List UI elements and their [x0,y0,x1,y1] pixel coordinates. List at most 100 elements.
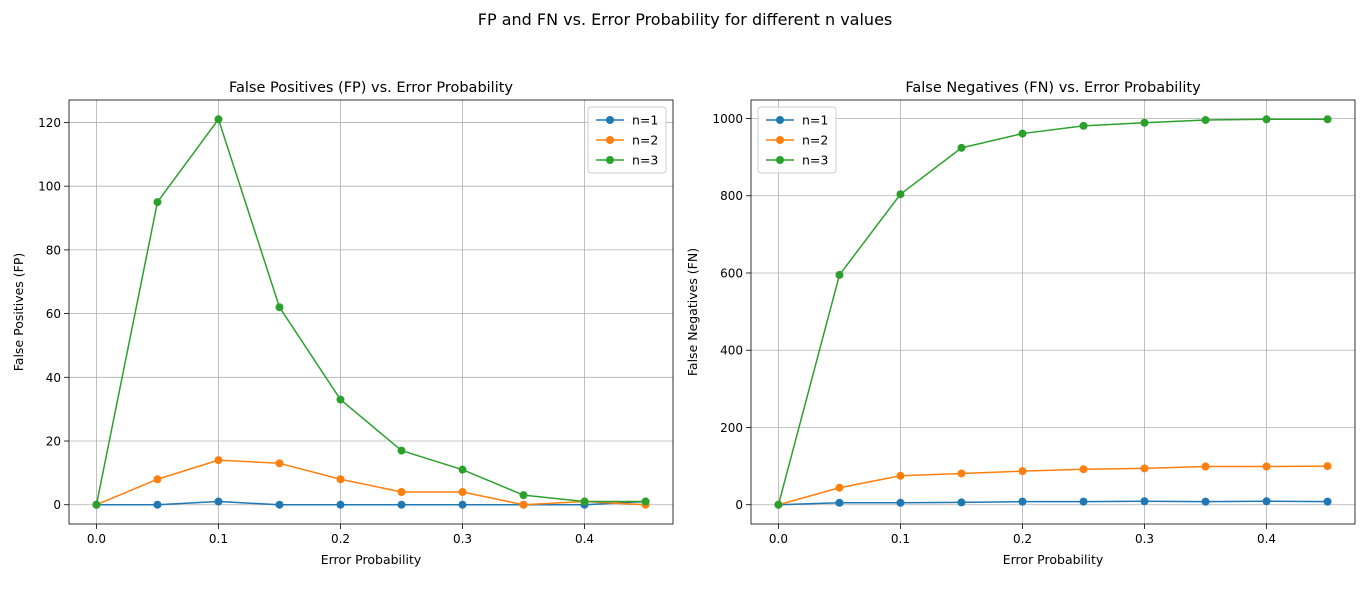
data-point [458,465,467,474]
series-n=3 [774,115,1332,509]
legend-label: n=3 [802,153,828,168]
data-point [519,500,528,509]
y-tick-label: 0 [53,498,61,512]
data-point [1323,497,1332,506]
y-tick-label: 120 [38,116,61,130]
series-line [778,500,1328,506]
series-n=3 [92,115,650,509]
data-point [1201,497,1210,506]
legend-marker [776,116,784,124]
series-line [96,459,646,506]
data-point [458,500,467,509]
data-point [214,497,223,506]
fn-chart-panel: 0.0 0.1 0.2 0.3 0.4 0 200 400 600 800 1000 False Ne… [685,80,1356,567]
x-tick-label: 0.1 [209,532,228,546]
data-point [519,491,528,500]
legend-label: n=2 [632,133,658,148]
legend-item: n=2 [596,133,658,148]
legend-label: n=1 [802,113,828,128]
legend: n=1 n=2 n=3 [757,106,837,174]
legend-marker [776,156,784,164]
data-point [397,446,406,455]
data-point [397,500,406,509]
series-n=1 [774,497,1332,509]
legend-marker [776,136,784,144]
y-axis-label: False Negatives (FN) [685,248,700,376]
legend-item: n=3 [596,153,658,168]
grid-lines [751,100,1355,524]
y-tick-label: 20 [46,435,61,449]
legend: n=1 n=2 n=3 [587,106,667,174]
figure-suptitle: FP and FN vs. Error Probability for diff… [477,10,893,29]
y-tick-label: 800 [720,189,743,203]
data-point [957,498,966,507]
legend-marker [606,136,614,144]
grid-lines [69,100,673,524]
data-point [397,487,406,496]
data-point [1262,462,1271,471]
x-tick-label: 0.0 [769,532,788,546]
data-point [92,500,101,509]
y-tick-label: 600 [720,266,743,280]
data-point [1018,129,1027,138]
data-point [214,456,223,465]
x-tick-label: 0.3 [453,532,472,546]
legend-item: n=1 [596,113,658,128]
data-point [275,459,284,468]
legend-item: n=1 [766,113,828,128]
series-n=2 [774,462,1332,509]
legend-label: n=1 [632,113,658,128]
y-tick-label: 1000 [712,112,743,126]
series-line [778,465,1328,506]
data-point [641,497,650,506]
data-point [1018,497,1027,506]
x-tick-label: 0.3 [1135,532,1154,546]
chart-title: False Positives (FP) vs. Error Probabili… [229,80,513,96]
x-axis-label: Error Probability [1003,552,1104,567]
data-point [1323,115,1332,124]
data-point [835,498,844,507]
data-point [1262,115,1271,124]
y-tick-label: 100 [38,180,61,194]
axes-frame [750,99,1356,525]
data-point [1201,116,1210,125]
legend-item: n=3 [766,153,828,168]
data-point [1018,467,1027,476]
data-point [336,475,345,484]
series-n=2 [92,456,650,509]
y-tick-label: 400 [720,344,743,358]
data-point [1323,462,1332,471]
data-point [458,487,467,496]
data-point [835,270,844,279]
data-point [153,198,162,207]
data-point [957,469,966,478]
x-tick-label: 0.1 [891,532,910,546]
y-tick-label: 200 [720,421,743,435]
x-tick-label: 0.2 [331,532,350,546]
data-point [336,395,345,404]
data-point [1079,121,1088,130]
legend-marker [606,116,614,124]
data-point [835,483,844,492]
legend-box [757,106,837,174]
data-point [580,497,589,506]
x-tick-label: 0.4 [1257,532,1276,546]
chart-title: False Negatives (FN) vs. Error Probabili… [905,80,1201,96]
data-point [1140,497,1149,506]
x-tick-label: 0.4 [575,532,594,546]
y-tick-label: 80 [46,243,61,257]
x-tick-label: 0.0 [87,532,106,546]
data-point [336,500,345,509]
series-line [95,118,646,505]
x-tick-label: 0.2 [1013,532,1032,546]
y-tick-label: 40 [46,371,61,385]
data-point [1201,462,1210,471]
legend-label: n=3 [632,153,658,168]
data-point [1079,465,1088,474]
y-tick-label: 60 [46,307,61,321]
data-point [275,500,284,509]
data-point [1140,118,1149,127]
y-axis-label: False Positives (FP) [11,253,26,372]
data-point [1262,497,1271,506]
